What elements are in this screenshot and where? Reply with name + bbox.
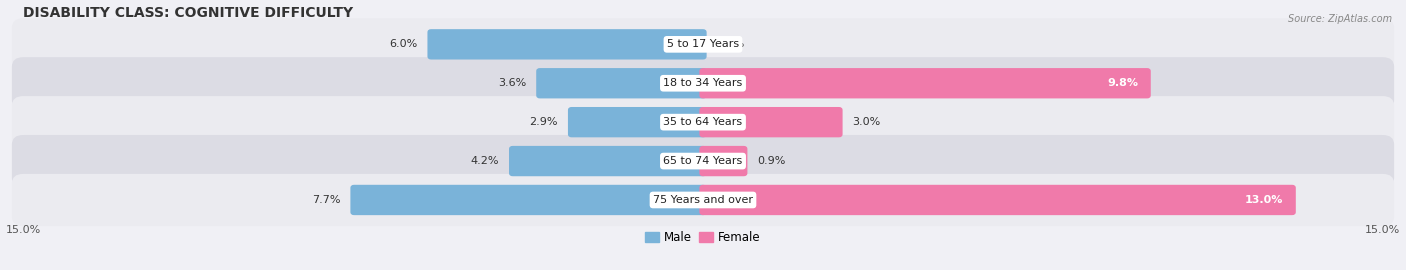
Text: 18 to 34 Years: 18 to 34 Years xyxy=(664,78,742,88)
FancyBboxPatch shape xyxy=(699,185,1296,215)
FancyBboxPatch shape xyxy=(427,29,707,59)
FancyBboxPatch shape xyxy=(11,57,1395,109)
Text: 65 to 74 Years: 65 to 74 Years xyxy=(664,156,742,166)
Text: 3.0%: 3.0% xyxy=(852,117,880,127)
FancyBboxPatch shape xyxy=(11,174,1395,226)
FancyBboxPatch shape xyxy=(11,18,1395,70)
Text: 75 Years and over: 75 Years and over xyxy=(652,195,754,205)
Text: 6.0%: 6.0% xyxy=(389,39,418,49)
FancyBboxPatch shape xyxy=(568,107,707,137)
Text: 0.9%: 0.9% xyxy=(758,156,786,166)
FancyBboxPatch shape xyxy=(699,68,1150,99)
Text: 2.9%: 2.9% xyxy=(530,117,558,127)
Text: 3.6%: 3.6% xyxy=(498,78,526,88)
FancyBboxPatch shape xyxy=(509,146,707,176)
Text: 0.0%: 0.0% xyxy=(717,39,745,49)
FancyBboxPatch shape xyxy=(11,96,1395,148)
Text: 4.2%: 4.2% xyxy=(471,156,499,166)
Text: DISABILITY CLASS: COGNITIVE DIFFICULTY: DISABILITY CLASS: COGNITIVE DIFFICULTY xyxy=(22,6,353,19)
Text: 35 to 64 Years: 35 to 64 Years xyxy=(664,117,742,127)
Text: 13.0%: 13.0% xyxy=(1244,195,1284,205)
Text: Source: ZipAtlas.com: Source: ZipAtlas.com xyxy=(1288,14,1392,23)
FancyBboxPatch shape xyxy=(536,68,707,99)
Text: 7.7%: 7.7% xyxy=(312,195,340,205)
FancyBboxPatch shape xyxy=(699,146,748,176)
Text: 9.8%: 9.8% xyxy=(1107,78,1137,88)
FancyBboxPatch shape xyxy=(11,135,1395,187)
FancyBboxPatch shape xyxy=(350,185,707,215)
Text: 5 to 17 Years: 5 to 17 Years xyxy=(666,39,740,49)
FancyBboxPatch shape xyxy=(699,107,842,137)
Legend: Male, Female: Male, Female xyxy=(641,226,765,249)
